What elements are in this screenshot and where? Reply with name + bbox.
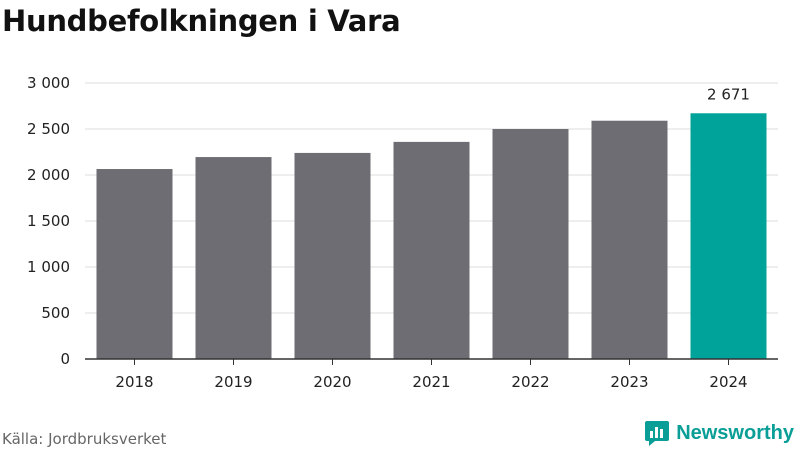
bars	[96, 113, 767, 359]
y-tick-label: 0	[60, 350, 70, 368]
x-tick-label: 2019	[214, 373, 252, 391]
x-tick-label: 2021	[412, 373, 450, 391]
y-tick-label: 2 500	[27, 120, 70, 138]
y-tick-label: 3 000	[27, 74, 70, 92]
brand-logo: Newsworthy	[644, 420, 794, 446]
y-tick-label: 2 000	[27, 166, 70, 184]
y-tick-label: 1 500	[27, 212, 70, 230]
y-axis-ticks: 0 500 1 000 1 500 2 000 2 500 3 000	[27, 74, 70, 368]
newsworthy-logo-icon	[645, 421, 670, 446]
data-label: 2 671	[707, 85, 750, 103]
x-tick-label: 2024	[709, 373, 747, 391]
bar-2022	[492, 129, 569, 359]
x-tick-label: 2020	[313, 373, 351, 391]
x-tick-label: 2022	[511, 373, 549, 391]
bar-2024	[690, 113, 767, 359]
bar-2020	[294, 152, 371, 359]
x-tick-label: 2018	[115, 373, 153, 391]
bar-2018	[96, 169, 173, 359]
x-tick-label: 2023	[610, 373, 648, 391]
brand-name: Newsworthy	[676, 421, 794, 444]
chart-title: Hundbefolkningen i Vara	[2, 4, 401, 38]
source-note: Källa: Jordbruksverket	[2, 430, 167, 448]
y-tick-label: 1 000	[27, 258, 70, 276]
x-axis-ticks: 2018 2019 2020 2021 2022 2023 2024	[115, 359, 748, 391]
bar-2019	[195, 157, 272, 359]
bar-2023	[591, 120, 668, 359]
data-labels: 2 671	[707, 85, 750, 103]
y-tick-label: 500	[41, 304, 70, 322]
bar-2021	[393, 141, 470, 359]
